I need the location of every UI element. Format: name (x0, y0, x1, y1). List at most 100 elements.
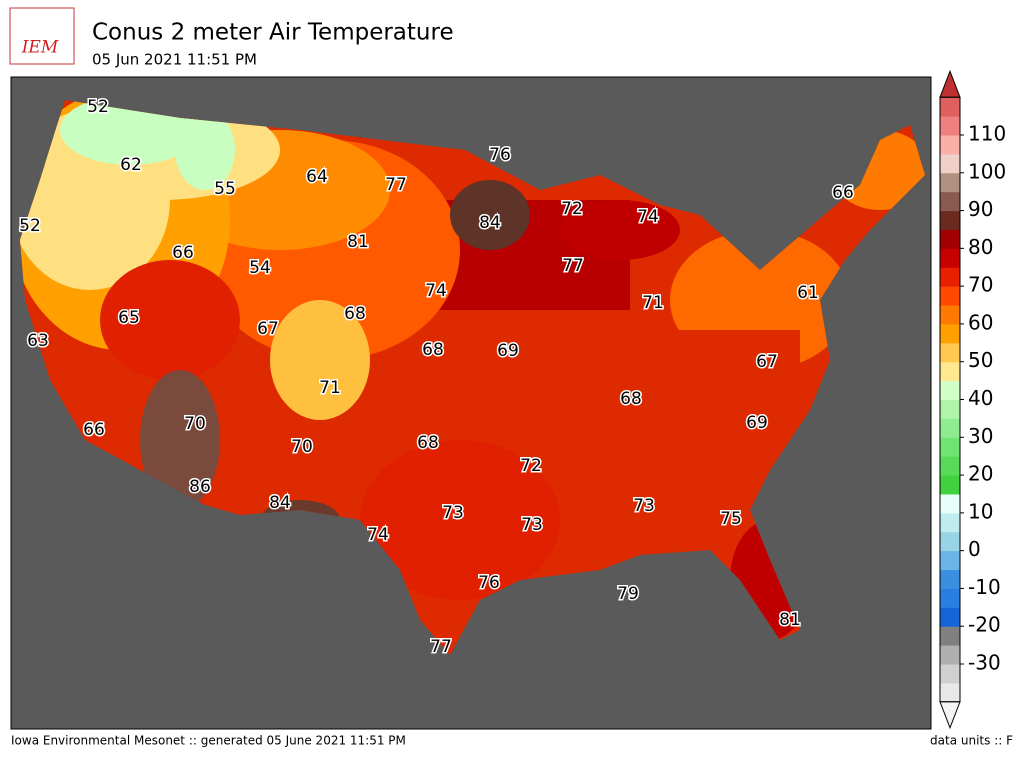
colorbar-band (940, 153, 960, 174)
contour-label: 73 (633, 496, 655, 516)
contour-label: 66 (832, 183, 854, 203)
colorbar-band (940, 437, 960, 457)
colorbar-tick-label: 0 (968, 537, 981, 561)
contour-label: 70 (291, 437, 313, 457)
contour-label: 68 (620, 389, 642, 409)
contour-label: 71 (319, 378, 341, 398)
contour-label: 52 (87, 97, 109, 117)
colorbar-band (940, 399, 960, 419)
contour-label: 73 (442, 503, 464, 523)
contour-label: 79 (617, 584, 639, 604)
contour-label: 77 (385, 175, 407, 195)
colorbar-band (940, 588, 960, 608)
colorbar-band (940, 493, 960, 514)
colorbar-band (940, 456, 960, 476)
logo-text: IEM (21, 38, 59, 58)
colorbar-band (940, 323, 960, 344)
contour-label: 81 (779, 610, 801, 630)
colorbar-tick-label: 30 (968, 424, 993, 448)
footer-right: data units :: F (930, 734, 1013, 748)
contour-label: 74 (637, 207, 659, 227)
colorbar-band (940, 645, 960, 665)
colorbar-band (940, 607, 960, 627)
colorbar-band (940, 682, 960, 703)
contour-label: 63 (27, 331, 49, 351)
contour-label: 81 (347, 232, 369, 252)
colorbar-tick-label: -20 (968, 613, 1001, 637)
colorbar-arrow (939, 69, 961, 98)
colorbar-band (940, 626, 960, 646)
contour-label: 67 (257, 319, 279, 339)
colorbar-band (940, 418, 960, 438)
colorbar-tick-label: 100 (968, 159, 1006, 183)
contour-label: 77 (430, 637, 452, 657)
colorbar-band (940, 531, 960, 552)
colorbar-band (940, 569, 960, 589)
footer-left: Iowa Environmental Mesonet :: generated … (11, 734, 406, 748)
contour-label: 54 (249, 258, 271, 278)
colorbar-band (940, 97, 960, 117)
contour-label: 65 (118, 308, 140, 328)
contour-label: 61 (797, 283, 819, 303)
colorbar-band (940, 135, 960, 155)
contour-label: 64 (306, 167, 328, 187)
colorbar-band (940, 116, 960, 136)
colorbar-band (940, 172, 960, 193)
contour-label: 69 (497, 341, 519, 361)
colorbar-arrow (939, 701, 961, 730)
contour-label: 55 (214, 179, 236, 199)
logo: IEM (9, 7, 75, 65)
contour-label: 73 (521, 515, 543, 535)
colorbar-band (940, 512, 960, 533)
colorbar-band (940, 229, 960, 249)
colorbar-tick-label: 10 (968, 499, 993, 523)
colorbar-band (940, 380, 960, 400)
contour-label: 84 (269, 493, 291, 513)
colorbar-tick-label: 50 (968, 348, 993, 372)
title: Conus 2 meter Air Temperature (92, 20, 454, 46)
colorbar-band (940, 191, 960, 212)
colorbar-band (940, 305, 960, 325)
colorbar-tick-label: 70 (968, 273, 993, 297)
contour-label: 52 (19, 216, 41, 236)
colorbar-band (940, 361, 960, 382)
contour-label: 62 (120, 155, 142, 175)
contour-label: 72 (520, 456, 542, 476)
colorbar-tick-label: -30 (968, 651, 1001, 675)
contour-label: 67 (756, 352, 778, 372)
colorbar-tick-label: 90 (968, 197, 993, 221)
colorbar-tick-label: -10 (968, 575, 1001, 599)
colorbar-band (940, 342, 960, 363)
contour-label: 84 (479, 213, 501, 233)
colorbar-band (940, 267, 960, 287)
contour-labels: 52 62 55 64 77 76 84 72 74 66 52 66 81 54 77 74 71 61 65 67… (18, 96, 856, 659)
contour-label: 69 (746, 413, 768, 433)
contour-label: 74 (425, 281, 447, 301)
colorbar-tick-label: 40 (968, 386, 993, 410)
colorbar-band (940, 475, 960, 495)
colorbar-tick-label: 110 (968, 122, 1006, 146)
contour-label: 68 (344, 304, 366, 324)
colorbar-band (940, 286, 960, 306)
contour-label: 72 (561, 199, 583, 219)
contour-label: 75 (720, 509, 742, 529)
colorbar-band (940, 210, 960, 230)
colorbar: -30 -20 -10 0 10 20 30 40 50 60 70 80 90 100 110 (939, 69, 1006, 730)
contour-label: 70 (184, 414, 206, 434)
colorbar-tick-label: 80 (968, 235, 993, 259)
contour-label: 74 (367, 525, 389, 545)
contour-label: 68 (422, 340, 444, 360)
map: 52 62 55 64 77 76 84 72 74 66 52 66 81 54 77 74 71 61 65 67… (10, 76, 932, 730)
colorbar-band (940, 664, 960, 684)
contour-label: 86 (189, 477, 211, 497)
colorbar-tick-label: 60 (968, 310, 993, 334)
colorbar-band (940, 550, 960, 571)
contour-label: 76 (489, 145, 511, 165)
contour-label: 76 (478, 573, 500, 593)
contour-label: 77 (562, 256, 584, 276)
contour-label: 66 (172, 243, 194, 263)
contour-label: 68 (417, 433, 439, 453)
colorbar-band (940, 248, 960, 268)
contour-label: 71 (642, 293, 664, 313)
